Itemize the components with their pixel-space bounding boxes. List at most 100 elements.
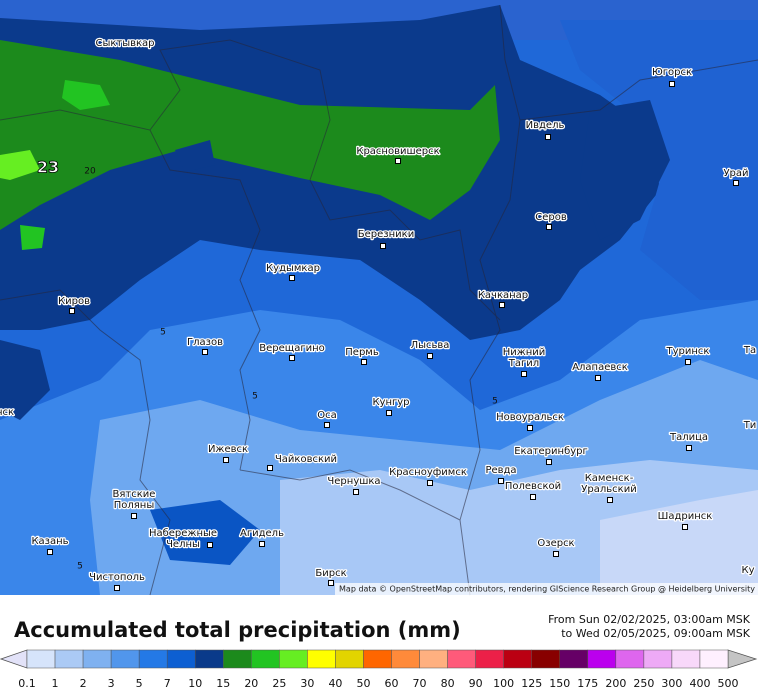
city-label: Серов [535,212,567,223]
legend-swatch [194,649,224,669]
legend-tick-label: 150 [549,677,570,690]
legend-swatch [251,649,280,669]
period-from: From Sun 02/02/2025, 03:00am MSK [548,613,751,626]
city-marker [553,551,559,557]
city-label: Югорск [652,67,692,78]
legend-tick-label: 400 [689,677,710,690]
legend-tick-label: 5 [136,677,143,690]
city-marker [595,375,601,381]
city-label: Алапаевск [572,362,628,373]
legend-tick-label: 30 [300,677,314,690]
legend-swatch [587,649,617,669]
legend-swatch [279,649,308,669]
attribution-bg [335,583,758,595]
legend: 0.1 1 2 3 5 7 10 15 20 25 30 40 50 60 70 80 90 100 125 150 1… [0,649,758,690]
city-label: Глазов [187,337,223,348]
legend-tick-label: 90 [469,677,483,690]
city-marker [69,308,75,314]
city-marker [686,445,692,451]
contour-label: 20 [84,167,96,177]
city-label: Екатеринбург [514,446,588,457]
legend-tick-label: 50 [356,677,370,690]
city-label: Ку [741,565,754,576]
contour-label: 5 [160,328,166,338]
city-marker [131,513,137,519]
city-label: Туринск [666,346,710,357]
legend-tick-label: 250 [633,677,654,690]
city-label: Верещагино [259,343,324,354]
city-label: Кудымкар [266,263,320,274]
city-label: Тагил [508,358,539,369]
legend-swatch [138,649,168,669]
city-label: Набережные [149,528,217,539]
city-marker [395,158,401,164]
map: Map data © OpenStreetMap contributors, r… [0,0,758,596]
contour-label: 5 [492,397,498,407]
legend-tick-label: 40 [328,677,342,690]
legend-tick-label: 15 [216,677,230,690]
city-marker [607,497,613,503]
city-marker [685,359,691,365]
city-label: Красновишерск [356,146,439,157]
legend-tick-label: 300 [661,677,682,690]
city-label: Озерск [537,538,574,549]
city-marker [733,180,739,186]
city-marker [527,425,533,431]
city-marker [259,541,265,547]
legend-over-arrow [727,649,758,669]
city-label: Каменск- [585,473,634,484]
legend-tick-label: 100 [493,677,514,690]
legend-swatch [559,649,589,669]
city-label: Ивдель [526,120,565,131]
legend-swatch [110,649,140,669]
city-marker [498,478,504,484]
period-to: to Wed 02/05/2025, 09:00am MSK [561,627,751,640]
city-marker [669,81,675,87]
city-marker [386,410,392,416]
city-marker [114,585,120,591]
city-marker [427,353,433,359]
city-marker [223,457,229,463]
city-label: Шадринск [658,511,713,522]
city-marker [427,480,433,486]
city-label: Ти [743,420,757,431]
city-label: Чернушка [327,476,380,487]
legend-tick-label: 10 [188,677,202,690]
legend-swatch [419,649,448,669]
city-label: Лысьва [411,340,450,351]
legend-swatch [26,649,56,669]
legend-swatch [503,649,532,669]
legend-tick-label: 1 [52,677,59,690]
contour-label: 5 [77,562,83,572]
city-label: Ревда [485,465,516,476]
legend-tick-label: 70 [413,677,427,690]
legend-tick-label: 175 [577,677,598,690]
city-label: Качканар [478,290,528,301]
city-label: Агидель [240,528,284,539]
contour-label: 23 [37,158,59,177]
legend-tick-label: 80 [441,677,455,690]
legend-tick-label: 125 [521,677,542,690]
city-label: Чистополь [89,572,145,583]
legend-tick-label: 7 [164,677,171,690]
city-label: Бирск [315,568,346,579]
city-marker [47,549,53,555]
city-label: Урай [723,168,748,179]
city-label: Казань [31,536,68,547]
city-marker [267,465,273,471]
legend-tick-label: 500 [718,677,739,690]
city-label: Ижевск [208,444,248,455]
legend-swatch [531,649,561,669]
city-marker [380,243,386,249]
city-marker [546,459,552,465]
city-marker [324,422,330,428]
city-label: Оса [317,410,337,421]
legend-swatch [671,649,701,669]
legend-swatch [166,649,196,669]
contour-label: 5 [252,392,258,402]
legend-swatch [335,649,364,669]
city-label: Полевской [505,481,561,492]
city-marker [207,542,213,548]
legend-swatch [643,649,673,669]
